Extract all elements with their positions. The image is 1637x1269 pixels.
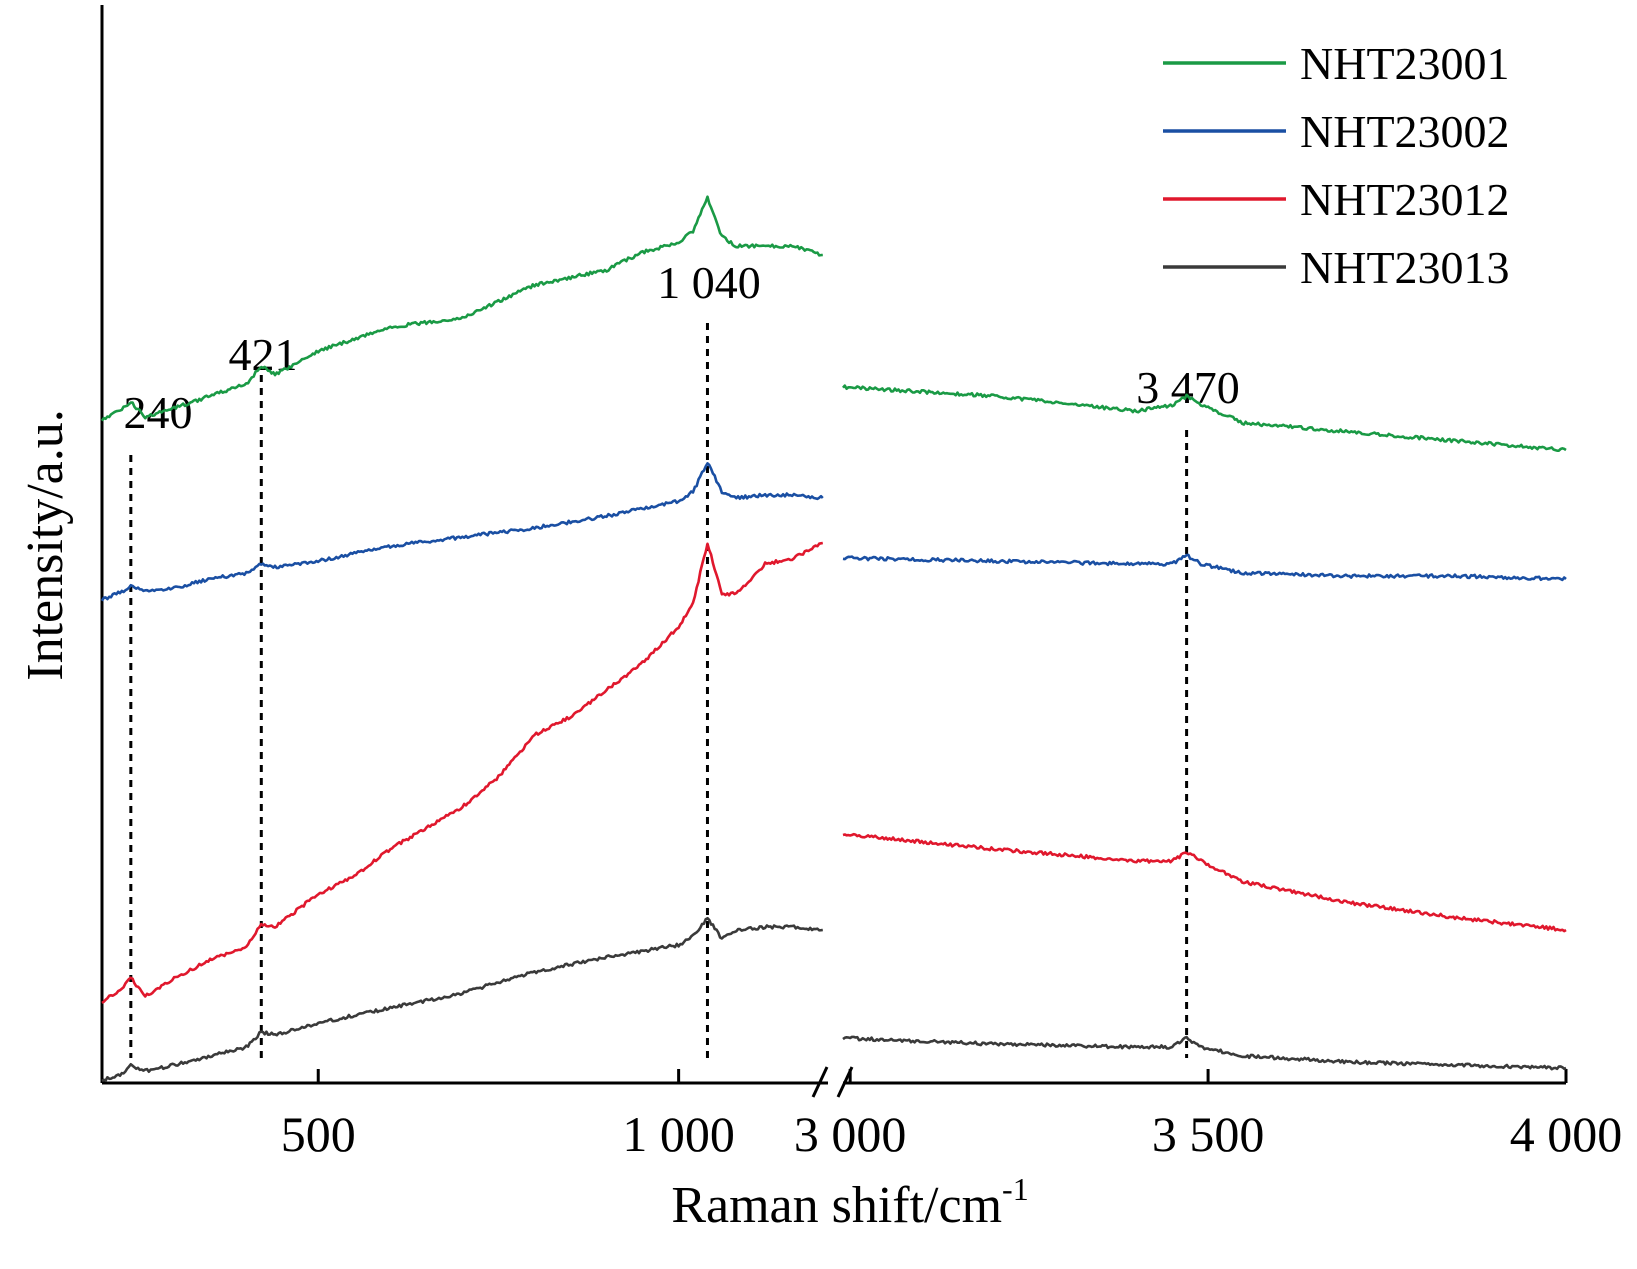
x-tick-label-1-1: 3 500 (1152, 1106, 1265, 1162)
series-line-NHT23002-right (842, 553, 1567, 582)
legend-label-3: NHT23013 (1300, 242, 1510, 293)
x-tick-label-0-0: 500 (281, 1106, 356, 1162)
legend-label-2: NHT23012 (1300, 174, 1510, 225)
x-axis-label: Raman shift/cm-1 (671, 1171, 1028, 1234)
x-tick-label-1-0: 3 000 (794, 1106, 907, 1162)
axis-break-marker (811, 1066, 854, 1098)
x-tick-label-0-1: 1 000 (622, 1106, 735, 1162)
peak-label-1: 421 (229, 329, 298, 380)
series-lines (100, 195, 1567, 1083)
series-line-NHT23001-left (100, 195, 823, 422)
series-line-NHT23012-right (842, 832, 1567, 933)
series-line-NHT23013-right (842, 1035, 1567, 1071)
y-axis-label: Intensity/a.u. (17, 409, 74, 681)
peak-label-3: 3 470 (1136, 362, 1240, 413)
legend-label-0: NHT23001 (1300, 38, 1510, 89)
legend-label-1: NHT23002 (1300, 106, 1510, 157)
series-line-NHT23012-left (101, 541, 824, 1004)
series-line-NHT23002-left (100, 462, 824, 602)
x-axis-label-superscript: -1 (1002, 1171, 1029, 1207)
legend: NHT23001 NHT23002 NHT23012 NHT23013 (1163, 38, 1510, 293)
x-tick-label-1-2: 4 000 (1510, 1106, 1623, 1162)
series-line-NHT23013-left (101, 916, 823, 1083)
axes (100, 5, 1566, 1098)
x-ticks: 500 1 000 3 000 3 500 4 000 (281, 1069, 1623, 1162)
series-line-NHT23001-right (842, 384, 1567, 452)
peak-label-2: 1 040 (657, 257, 761, 308)
